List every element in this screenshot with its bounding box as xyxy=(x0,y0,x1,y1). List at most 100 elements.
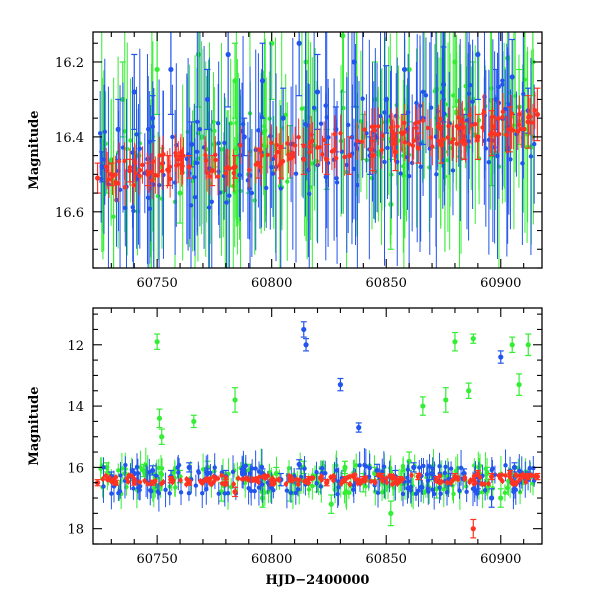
data-point xyxy=(156,415,163,421)
cloud-point xyxy=(200,467,206,472)
cloud-point xyxy=(203,152,208,158)
cloud-point xyxy=(362,127,368,132)
cloud-point xyxy=(368,479,374,484)
data-point xyxy=(186,464,192,470)
data-point xyxy=(191,418,197,425)
data-point xyxy=(225,51,231,58)
cloud-point xyxy=(395,481,400,487)
cloud-point xyxy=(188,203,194,208)
cloud-point xyxy=(140,162,145,168)
cloud-point xyxy=(167,491,172,496)
cloud-point xyxy=(405,110,411,115)
cloud-point xyxy=(122,158,127,164)
cloud-point xyxy=(367,466,372,471)
cloud-point xyxy=(351,487,356,492)
cloud-point xyxy=(514,481,519,487)
cloud-point xyxy=(439,90,445,95)
cloud-point xyxy=(409,160,415,166)
cloud-point xyxy=(149,481,155,486)
cloud-point xyxy=(363,475,369,480)
cloud-point xyxy=(401,164,406,169)
data-point xyxy=(337,382,344,388)
cloud-point xyxy=(438,491,443,496)
cloud-point xyxy=(223,475,228,480)
cloud-point xyxy=(296,482,301,487)
cloud-point xyxy=(290,154,296,159)
cloud-point xyxy=(437,473,443,479)
cloud-point xyxy=(482,487,488,493)
data-point xyxy=(415,145,421,151)
data-point xyxy=(188,141,195,147)
cloud-point xyxy=(359,139,365,145)
cloud-point xyxy=(405,486,410,491)
cloud-point xyxy=(363,478,368,483)
data-point xyxy=(324,156,330,162)
cloud-point xyxy=(431,491,437,497)
cloud-point xyxy=(219,481,225,486)
cloud-point xyxy=(159,472,165,477)
data-point xyxy=(346,153,353,159)
cloud-point xyxy=(103,164,109,169)
cloud-point xyxy=(425,478,431,483)
cloud-point xyxy=(127,164,133,170)
cloud-point xyxy=(468,82,473,88)
data-point xyxy=(511,464,518,470)
cloud-point xyxy=(145,195,151,200)
cloud-point xyxy=(352,476,357,482)
cloud-point xyxy=(262,490,268,495)
cloud-point xyxy=(130,204,135,210)
cloud-point xyxy=(171,470,177,475)
cloud-point xyxy=(428,105,434,110)
cloud-point xyxy=(430,466,435,471)
cloud-point xyxy=(463,141,468,146)
cloud-point xyxy=(116,468,121,473)
cloud-point xyxy=(165,167,170,172)
cloud-point xyxy=(142,478,147,483)
cloud-point xyxy=(149,178,155,183)
cloud-point xyxy=(388,465,393,471)
cloud-point xyxy=(231,481,236,487)
cloud-point xyxy=(380,469,385,474)
cloud-point xyxy=(125,146,130,152)
cloud-point xyxy=(438,116,443,121)
cloud-point xyxy=(489,467,495,473)
cloud-point xyxy=(176,470,181,475)
cloud-point xyxy=(416,120,422,125)
cloud-point xyxy=(390,482,395,487)
cloud-point xyxy=(358,119,364,124)
cloud-point xyxy=(145,481,150,487)
x-tick-label: 60900 xyxy=(480,276,521,291)
data-point xyxy=(154,339,160,345)
cloud-point xyxy=(106,177,112,182)
cloud-point xyxy=(256,469,262,474)
cloud-point xyxy=(357,478,363,484)
series-2-top xyxy=(94,87,541,206)
cloud-point xyxy=(401,467,406,473)
cloud-point xyxy=(497,476,503,481)
cloud-point xyxy=(227,166,232,171)
cloud-point xyxy=(441,137,446,142)
cloud-point xyxy=(321,137,327,143)
cloud-point xyxy=(520,161,525,166)
cloud-point xyxy=(527,465,532,471)
data-point xyxy=(470,336,476,342)
cloud-point xyxy=(384,480,390,485)
cloud-point xyxy=(184,476,189,482)
cloud-point xyxy=(290,478,295,483)
cloud-point xyxy=(267,116,272,121)
cloud-point xyxy=(380,133,385,139)
cloud-point xyxy=(360,96,365,101)
cloud-point xyxy=(402,120,407,126)
cloud-point xyxy=(451,477,456,482)
cloud-point xyxy=(173,150,178,156)
cloud-point xyxy=(468,478,473,484)
x-tick-label: 60750 xyxy=(136,276,177,291)
cloud-point xyxy=(237,172,242,178)
cloud-point xyxy=(197,127,203,132)
cloud-point xyxy=(329,149,335,154)
cloud-point xyxy=(176,162,181,167)
cloud-point xyxy=(123,462,128,468)
cloud-point xyxy=(109,491,114,496)
series-2-bottom xyxy=(94,469,541,539)
data-point xyxy=(186,164,192,170)
